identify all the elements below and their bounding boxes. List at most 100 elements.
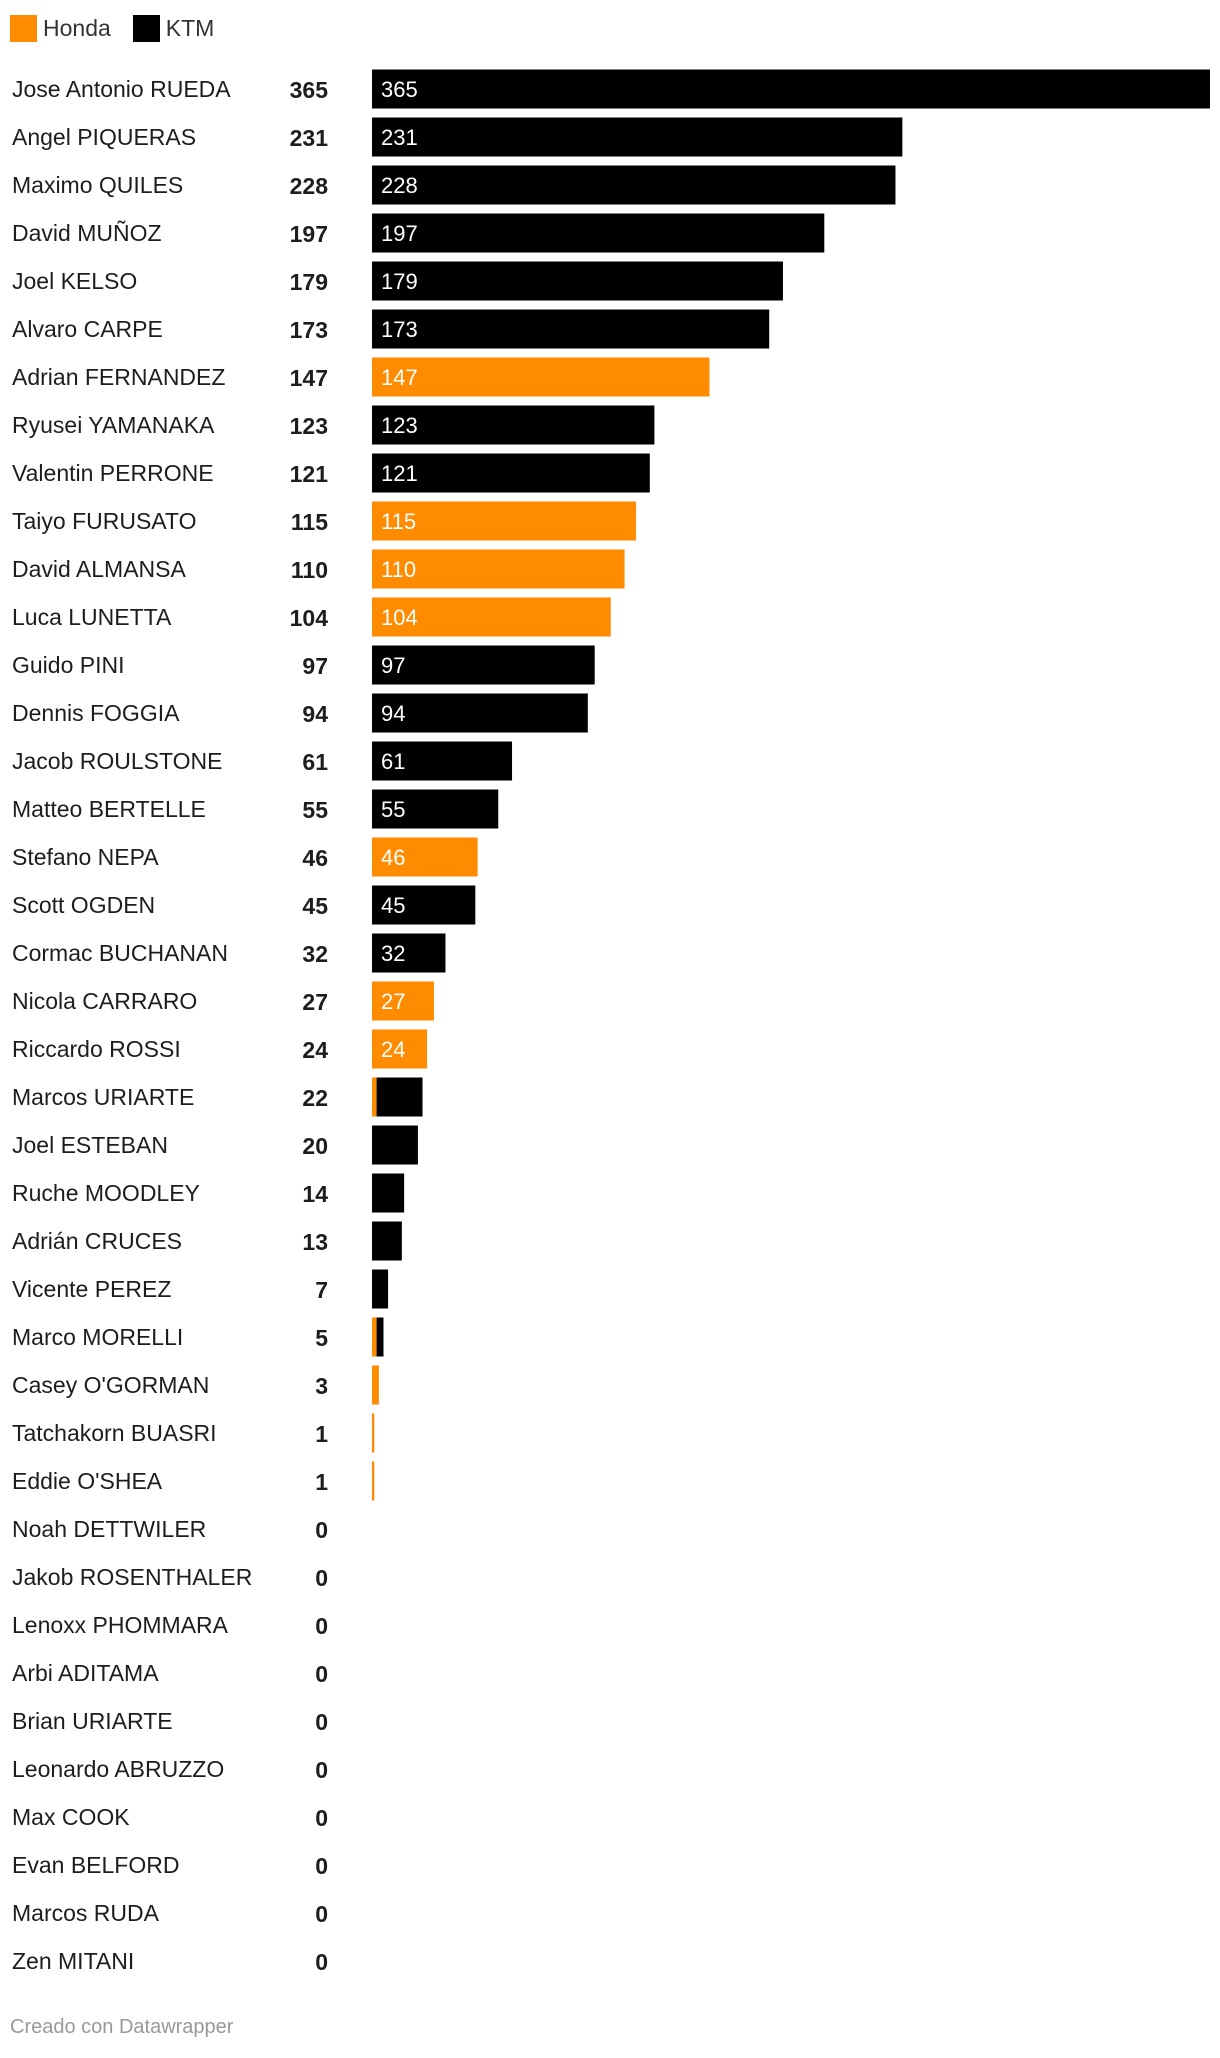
bar-value-label-10: 110 <box>381 557 416 582</box>
total-label-37: 0 <box>315 1853 328 1879</box>
category-label-39: Zen MITANI <box>12 1948 134 1974</box>
category-label-28: Tatchakorn BUASRI <box>12 1420 217 1446</box>
category-label-6: Adrian FERNANDEZ <box>12 364 225 390</box>
category-label-1: Angel PIQUERAS <box>12 124 196 150</box>
bar-value-label-8: 121 <box>381 461 418 486</box>
category-label-9: Taiyo FURUSATO <box>12 508 196 534</box>
category-label-36: Max COOK <box>12 1804 130 1830</box>
total-label-36: 0 <box>315 1805 328 1831</box>
total-label-33: 0 <box>315 1661 328 1687</box>
category-label-38: Marcos RUDA <box>12 1900 160 1926</box>
category-label-31: Jakob ROSENTHALER <box>12 1564 252 1590</box>
category-label-14: Jacob ROULSTONE <box>12 748 222 774</box>
category-label-10: David ALMANSA <box>12 556 187 582</box>
total-label-9: 115 <box>291 509 328 535</box>
total-label-24: 13 <box>302 1229 328 1255</box>
category-label-0: Jose Antonio RUEDA <box>12 76 231 102</box>
bar-ktm-24 <box>372 1221 402 1261</box>
total-label-39: 0 <box>315 1949 328 1975</box>
category-label-26: Marco MORELLI <box>12 1324 183 1350</box>
total-label-20: 24 <box>302 1037 328 1063</box>
bar-ktm-4 <box>372 261 783 301</box>
legend-swatch-honda <box>10 14 37 42</box>
bar-value-label-17: 45 <box>381 893 405 918</box>
total-label-0: 365 <box>290 77 329 103</box>
total-label-34: 0 <box>315 1709 328 1735</box>
total-label-6: 147 <box>290 365 328 391</box>
category-label-34: Brian URIARTE <box>12 1708 173 1734</box>
bar-value-label-16: 46 <box>381 845 405 870</box>
total-label-10: 110 <box>291 557 328 583</box>
category-label-24: Adrián CRUCES <box>12 1228 182 1254</box>
bar-honda-6 <box>372 357 710 397</box>
bar-ktm-17 <box>372 885 476 925</box>
total-label-23: 14 <box>302 1181 328 1207</box>
total-label-14: 61 <box>302 749 328 775</box>
bar-value-label-7: 123 <box>381 413 418 438</box>
total-label-38: 0 <box>315 1901 328 1927</box>
category-label-21: Marcos URIARTE <box>12 1084 194 1110</box>
bar-value-label-5: 173 <box>381 317 418 342</box>
bar-ktm-26 <box>376 1317 384 1357</box>
bar-value-label-6: 147 <box>381 365 418 390</box>
bar-ktm-14 <box>372 741 513 781</box>
category-label-37: Evan BELFORD <box>12 1852 179 1878</box>
category-label-23: Ruche MOODLEY <box>12 1180 200 1206</box>
category-label-4: Joel KELSO <box>12 268 137 294</box>
category-label-18: Cormac BUCHANAN <box>12 940 228 966</box>
category-label-33: Arbi ADITAMA <box>12 1660 159 1686</box>
category-label-16: Stefano NEPA <box>12 844 159 870</box>
total-label-16: 46 <box>302 845 328 871</box>
category-label-15: Matteo BERTELLE <box>12 796 206 822</box>
category-label-27: Casey O'GORMAN <box>12 1372 209 1398</box>
total-label-35: 0 <box>315 1757 328 1783</box>
bar-value-label-2: 228 <box>381 173 418 198</box>
bar-ktm-13 <box>372 693 588 733</box>
bar-ktm-12 <box>372 645 595 685</box>
legend: Honda KTM <box>10 12 236 44</box>
total-label-26: 5 <box>315 1325 328 1351</box>
total-label-29: 1 <box>315 1469 328 1495</box>
category-label-35: Leonardo ABRUZZO <box>12 1756 224 1782</box>
total-label-13: 94 <box>302 701 328 727</box>
bar-honda-10 <box>372 549 625 589</box>
category-label-30: Noah DETTWILER <box>12 1516 206 1542</box>
total-label-11: 104 <box>290 605 329 631</box>
total-label-27: 3 <box>315 1373 328 1399</box>
bar-honda-26 <box>372 1317 377 1357</box>
bar-ktm-7 <box>372 405 655 445</box>
total-label-1: 231 <box>290 125 329 151</box>
bar-honda-20 <box>372 1029 428 1069</box>
category-label-32: Lenoxx PHOMMARA <box>12 1612 229 1638</box>
category-label-12: Guido PINI <box>12 652 125 678</box>
category-label-29: Eddie O'SHEA <box>12 1468 163 1494</box>
bar-ktm-8 <box>372 453 650 493</box>
bar-honda-28 <box>372 1413 375 1453</box>
bar-honda-29 <box>372 1461 375 1501</box>
bar-honda-27 <box>372 1365 379 1405</box>
credit-footer: Creado con Datawrapper <box>10 2016 234 2038</box>
category-label-25: Vicente PEREZ <box>12 1276 171 1302</box>
total-label-18: 32 <box>302 941 328 967</box>
total-label-19: 27 <box>302 989 328 1015</box>
category-label-17: Scott OGDEN <box>12 892 155 918</box>
bar-ktm-3 <box>372 213 825 253</box>
category-label-3: David MUÑOZ <box>12 220 162 246</box>
category-label-19: Nicola CARRARO <box>12 988 197 1014</box>
bar-ktm-25 <box>372 1269 389 1309</box>
bar-value-label-13: 94 <box>381 701 405 726</box>
bar-ktm-5 <box>372 309 770 349</box>
category-label-13: Dennis FOGGIA <box>12 700 180 726</box>
bar-value-label-11: 104 <box>381 605 418 630</box>
category-label-8: Valentin PERRONE <box>12 460 214 486</box>
total-label-21: 22 <box>302 1085 328 1111</box>
category-label-11: Luca LUNETTA <box>12 604 172 630</box>
total-label-25: 7 <box>315 1277 328 1303</box>
legend-swatch-ktm <box>132 14 160 42</box>
bar-value-label-4: 179 <box>381 269 418 294</box>
bar-value-label-3: 197 <box>381 221 418 246</box>
category-label-20: Riccardo ROSSI <box>12 1036 181 1062</box>
bar-honda-19 <box>372 981 434 1021</box>
bar-ktm-1 <box>372 117 903 157</box>
bar-value-label-1: 231 <box>381 125 418 150</box>
